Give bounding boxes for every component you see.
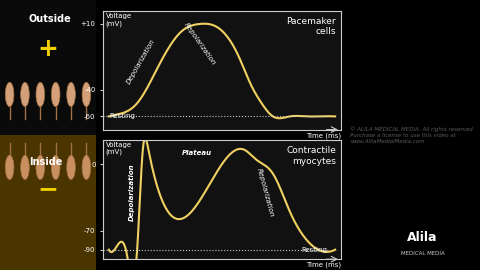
Circle shape [67, 155, 75, 180]
Text: Alila: Alila [407, 231, 438, 244]
Text: Time (ms): Time (ms) [306, 132, 341, 139]
Text: Repolarization: Repolarization [182, 21, 216, 66]
Circle shape [82, 82, 91, 107]
Text: Plateau: Plateau [182, 150, 212, 156]
Circle shape [51, 155, 60, 180]
Text: Voltage: Voltage [106, 14, 132, 19]
Text: Outside: Outside [29, 14, 72, 23]
Text: Contractile
myocytes: Contractile myocytes [286, 146, 336, 166]
Circle shape [51, 82, 60, 107]
Text: (mV): (mV) [106, 149, 122, 156]
Circle shape [21, 82, 29, 107]
Text: Inside: Inside [29, 157, 62, 167]
Circle shape [36, 82, 45, 107]
Circle shape [21, 155, 29, 180]
Text: © ALILA MEDICAL MEDIA. All rights reserved
Purchase a license to use this video : © ALILA MEDICAL MEDIA. All rights reserv… [350, 126, 473, 144]
Text: Depolarization: Depolarization [129, 164, 134, 221]
Text: (mV): (mV) [106, 20, 122, 26]
Circle shape [67, 82, 75, 107]
Circle shape [5, 82, 14, 107]
Text: Time (ms): Time (ms) [306, 261, 341, 268]
Circle shape [36, 155, 45, 180]
Text: Pacemaker
cells: Pacemaker cells [287, 17, 336, 36]
Text: Repolarization: Repolarization [255, 168, 275, 218]
Circle shape [5, 155, 14, 180]
Text: +: + [37, 37, 59, 60]
Text: Resting: Resting [301, 247, 327, 253]
Text: Resting: Resting [110, 113, 136, 119]
Text: Voltage: Voltage [106, 142, 132, 148]
Text: Depolarization: Depolarization [125, 38, 156, 85]
Text: MEDICAL MEDIA: MEDICAL MEDIA [400, 251, 444, 256]
Circle shape [82, 155, 91, 180]
Text: −: − [37, 177, 59, 201]
